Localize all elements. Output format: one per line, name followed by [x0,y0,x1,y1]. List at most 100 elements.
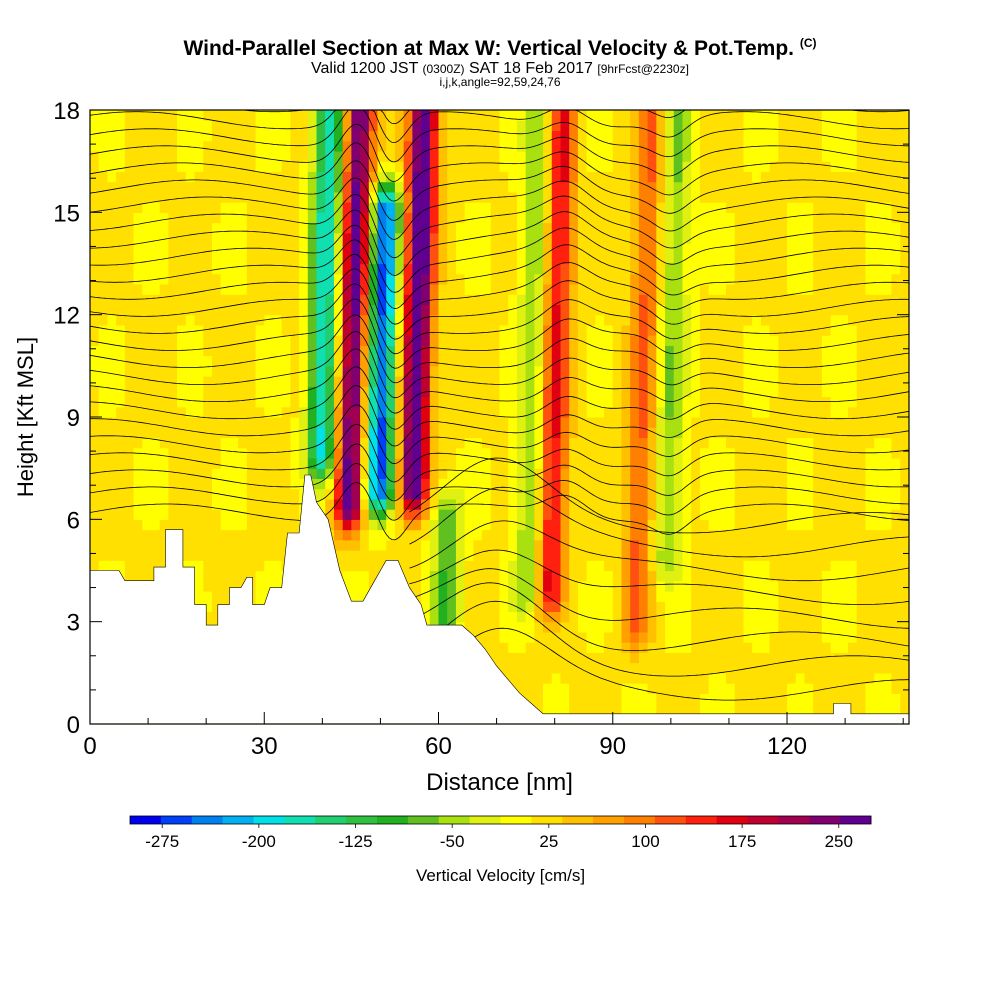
velocity-cell [185,519,196,531]
velocity-cell [787,365,797,377]
velocity-cell [543,376,553,387]
velocity-cell [525,150,535,162]
velocity-cell [708,488,718,500]
velocity-cell [264,283,274,295]
velocity-cell [403,570,413,582]
velocity-cell [752,560,762,572]
velocity-cell [595,447,605,459]
velocity-cell [159,386,170,398]
velocity-cell [168,376,178,387]
velocity-cell [220,396,231,408]
velocity-cell [316,120,326,132]
velocity-cell [638,539,649,551]
velocity-cell [412,498,422,510]
velocity-cell [447,457,457,469]
velocity-cell [734,621,745,633]
velocity-cell [795,181,806,193]
velocity-cell [787,304,797,316]
velocity-cell [708,601,718,613]
velocity-cell [543,110,553,121]
velocity-cell [124,150,135,162]
velocity-cell [246,283,257,295]
velocity-cell [717,509,727,520]
velocity-cell [647,253,657,265]
velocity-cell [177,314,187,326]
velocity-cell [630,601,640,613]
velocity-cell [185,222,196,234]
velocity-cell [612,140,623,152]
velocity-cell [691,703,701,715]
velocity-cell [612,478,623,490]
velocity-cell [394,140,405,152]
velocity-cell [551,642,562,653]
velocity-cell [508,243,518,254]
velocity-cell [211,509,222,520]
velocity-cell [734,171,745,183]
velocity-cell [586,642,596,653]
velocity-cell [464,468,474,479]
velocity-cell [560,243,570,254]
velocity-cell [665,222,675,234]
velocity-cell [577,601,588,613]
velocity-cell [90,509,100,520]
velocity-cell [621,519,631,531]
velocity-cell [264,417,274,428]
velocity-cell [464,202,474,213]
velocity-cell [159,447,170,459]
velocity-cell [368,324,379,336]
velocity-cell [325,406,335,418]
velocity-cell [159,283,170,295]
velocity-cell [778,406,788,418]
velocity-cell [665,683,675,694]
velocity-cell [551,560,562,572]
velocity-cell [804,417,814,428]
velocity-cell [325,161,335,172]
velocity-cell [142,406,152,418]
velocity-cell [220,417,231,428]
velocity-cell [316,191,326,203]
velocity-cell [577,662,588,674]
velocity-cell [490,498,501,510]
velocity-cell [499,232,509,244]
velocity-cell [595,365,605,377]
velocity-cell [752,488,762,500]
velocity-cell [560,130,570,142]
velocity-cell [377,120,387,132]
velocity-cell [551,396,562,408]
velocity-cell [743,570,753,582]
velocity-cell [368,376,379,387]
velocity-cell [281,519,291,531]
velocity-cell [124,386,135,398]
velocity-cell [447,488,457,500]
velocity-cell [734,631,745,643]
velocity-cell [386,243,396,254]
velocity-cell [638,345,649,357]
velocity-cell [438,283,448,295]
velocity-cell [769,161,779,172]
velocity-cell [760,529,771,541]
velocity-cell [351,365,361,377]
velocity-cell [107,376,117,387]
velocity-cell [804,140,814,152]
velocity-cell [752,580,762,592]
velocity-cell [464,447,474,459]
velocity-cell [264,468,274,479]
velocity-cell [525,683,535,694]
velocity-cell [656,335,666,346]
velocity-cell [482,202,492,213]
velocity-cell [490,519,501,531]
velocity-cell [525,120,535,132]
velocity-cell [386,304,396,316]
velocity-cell [429,212,440,224]
velocity-cell [752,345,762,357]
velocity-cell [551,478,562,490]
velocity-cell [368,396,379,408]
velocity-cell [673,243,684,254]
velocity-cell [220,529,231,541]
velocity-cell [543,437,553,449]
velocity-cell [246,417,257,428]
velocity-cell [290,304,300,316]
velocity-cell [98,376,109,387]
velocity-cell [194,171,204,183]
velocity-cell [159,314,170,326]
